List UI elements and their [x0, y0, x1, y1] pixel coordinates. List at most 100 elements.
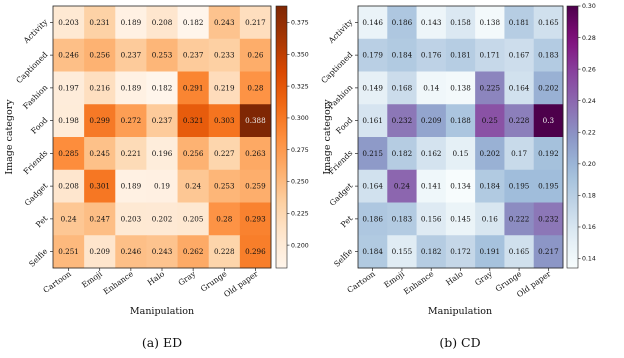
cell-value-label: 0.203: [58, 18, 79, 27]
heatmap-cell: [416, 104, 447, 138]
cell-value-label: 0.221: [121, 149, 142, 158]
colorbar: [566, 5, 579, 269]
heatmap-cell: [475, 235, 505, 269]
cell-value-label: 0.231: [89, 18, 110, 27]
heatmap-cell: [416, 71, 447, 105]
colorbar-tick-label: 0.325: [291, 83, 309, 90]
x-axis-label: Manipulation: [428, 306, 492, 317]
heatmap-cell: [177, 104, 210, 138]
colorbar-tick-label: 0.300: [291, 115, 309, 122]
cell-value-label: 0.149: [362, 83, 383, 92]
cell-value-label: 0.184: [362, 247, 383, 256]
heatmap-cell: [416, 6, 447, 40]
cell-value-label: 0.25: [482, 116, 498, 125]
heatmap-cell: [533, 6, 564, 40]
heatmap-cell: [504, 137, 535, 171]
cell-value-label: 0.303: [214, 116, 235, 125]
heatmap-cell: [416, 202, 447, 236]
heatmap-cell: [115, 71, 147, 105]
heatmap-cell: [445, 202, 476, 236]
cell-value-label: 0.165: [509, 247, 530, 256]
heatmap-cell: [445, 71, 476, 105]
colorbar-tick-label: 0.28: [582, 35, 596, 42]
heatmap-cell: [146, 6, 178, 40]
heatmap-cell: [504, 104, 535, 138]
heatmap-cell: [504, 235, 535, 269]
cell-value-label: 0.28: [216, 214, 232, 223]
cell-value-label: 0.216: [89, 83, 110, 92]
heatmap-ed-panel: 0.203 0.231 0.189 0.208 0.182 0.243 0.217 0.246…: [4, 5, 309, 350]
cell-value-label: 0.225: [479, 83, 500, 92]
cell-value-label: 0.161: [362, 116, 383, 125]
heatmap-cell: [387, 169, 417, 203]
cell-value-label: 0.141: [421, 182, 442, 191]
y-tick-label: Friends: [22, 148, 50, 176]
heatmap-cell: [208, 71, 241, 105]
cell-value-label: 0.3: [543, 116, 555, 125]
cell-value-label: 0.208: [58, 182, 79, 191]
colorbar-tick-label: 0.20: [582, 161, 596, 168]
heatmap-cell: [533, 137, 564, 171]
cell-value-label: 0.253: [214, 182, 235, 191]
cell-value-label: 0.262: [183, 247, 204, 256]
heatmap-cell: [358, 235, 388, 269]
heatmap-cell: [115, 137, 147, 171]
cell-value-label: 0.237: [183, 51, 204, 60]
y-tick-label: Selfie: [27, 246, 49, 268]
colorbar-tick-label: 0.275: [291, 147, 309, 154]
heatmap-cell: [387, 104, 417, 138]
heatmap-cell: [177, 169, 210, 203]
cell-value-label: 0.164: [362, 182, 383, 191]
heatmap-cell: [358, 38, 388, 72]
heatmap-cell: [208, 202, 241, 236]
cell-value-label: 0.222: [509, 214, 530, 223]
cell-value-label: 0.256: [89, 51, 110, 60]
cell-value-label: 0.243: [214, 18, 235, 27]
heatmap-cell: [387, 235, 417, 269]
heatmap-cell: [208, 169, 241, 203]
cell-value-label: 0.259: [245, 182, 266, 191]
heatmap-cell: [504, 169, 535, 203]
cell-value-label: 0.19: [154, 182, 170, 191]
heatmap-cell: [84, 202, 116, 236]
colorbar-tick-label: 0.16: [582, 224, 596, 231]
y-tick-label: Pet: [339, 213, 355, 229]
heatmap-cell: [239, 235, 272, 269]
cell-value-label: 0.17: [511, 149, 527, 158]
heatmap-cell: [53, 71, 85, 105]
cell-value-label: 0.246: [58, 51, 79, 60]
heatmap-cell: [146, 202, 178, 236]
heatmap-cell: [208, 104, 241, 138]
heatmap-cell: [208, 38, 241, 72]
heatmap-cell: [533, 202, 564, 236]
heatmap-cell: [53, 235, 85, 269]
cell-value-label: 0.186: [392, 18, 413, 27]
heatmap-cell: [387, 71, 417, 105]
cell-value-label: 0.219: [214, 83, 235, 92]
heatmap-cell: [177, 38, 210, 72]
cell-value-label: 0.138: [450, 83, 471, 92]
cell-value-label: 0.191: [479, 247, 500, 256]
heatmap-cell: [146, 38, 178, 72]
cell-value-label: 0.143: [421, 18, 442, 27]
heatmap-cell: [239, 137, 272, 171]
cell-value-label: 0.208: [152, 18, 173, 27]
heatmap-cell: [533, 169, 564, 203]
cell-value-label: 0.28: [247, 83, 263, 92]
cell-value-label: 0.182: [421, 247, 442, 256]
heatmap-cell: [387, 137, 417, 171]
x-tick-label: Enhance: [102, 269, 136, 296]
cell-value-label: 0.156: [421, 214, 442, 223]
heatmap-cell: [239, 104, 272, 138]
cell-value-label: 0.186: [362, 214, 383, 223]
x-tick-label: Emoji: [382, 269, 406, 290]
heatmap-cell: [445, 6, 476, 40]
colorbar: [275, 5, 288, 269]
cell-value-label: 0.172: [450, 247, 471, 256]
heatmap-cell: [533, 71, 564, 105]
cell-value-label: 0.183: [392, 214, 413, 223]
cell-value-label: 0.198: [58, 116, 79, 125]
x-tick-label: Gray: [473, 269, 494, 288]
heatmap-cell: [208, 6, 241, 40]
